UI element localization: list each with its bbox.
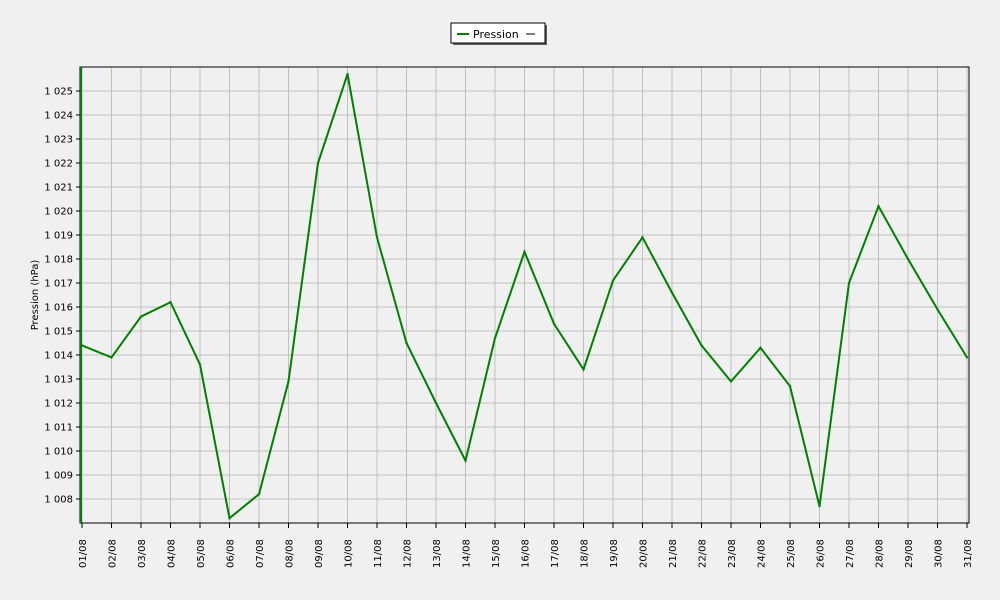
x-tick-label: 01/08 [78, 539, 89, 568]
x-tick-label: 19/08 [609, 539, 620, 568]
data-point [80, 344, 84, 347]
y-tick-label: 1 023 [44, 135, 73, 146]
x-tick-label: 29/08 [904, 539, 915, 568]
x-tick-label: 21/08 [668, 539, 679, 568]
data-point [257, 493, 261, 496]
x-tick-label: 08/08 [285, 539, 296, 568]
y-tick-label: 1 019 [44, 231, 73, 242]
x-tick-label: 16/08 [521, 539, 532, 568]
y-tick-label: 1 012 [44, 399, 73, 410]
x-tick-label: 26/08 [816, 539, 827, 568]
data-point [110, 356, 113, 359]
y-tick-label: 1 008 [44, 495, 73, 506]
series-layer [80, 73, 969, 521]
x-tick-label: 12/08 [403, 539, 414, 568]
legend: Pression [450, 22, 547, 45]
data-point [847, 281, 851, 285]
data-point [788, 385, 792, 388]
x-tick-label: 02/08 [108, 539, 119, 568]
data-point [405, 341, 408, 345]
grid [81, 67, 968, 523]
y-tick-label: 1 009 [44, 471, 73, 482]
data-point [818, 505, 821, 508]
data-point [316, 161, 320, 165]
y-tick-label: 1 015 [44, 327, 73, 338]
x-tick-label: 03/08 [137, 539, 148, 568]
data-point [493, 337, 497, 340]
data-point [965, 356, 969, 359]
data-point [434, 401, 438, 405]
data-point [759, 346, 762, 349]
y-tick-label: 1 025 [44, 87, 73, 98]
x-tick-label: 14/08 [462, 539, 473, 568]
x-tick-label: 20/08 [639, 539, 650, 568]
x-tick-label: 24/08 [757, 539, 768, 568]
y-tick-label: 1 021 [44, 183, 73, 194]
y-axis-ticks: 1 008 1 009 1 010 1 011 1 012 1 013 1 014 1 015… [44, 87, 80, 506]
data-point [198, 363, 202, 366]
y-tick-label: 1 022 [44, 159, 73, 170]
data-point [552, 322, 556, 325]
data-point [169, 301, 172, 304]
y-tick-label: 1 011 [44, 423, 73, 434]
x-tick-label: 15/08 [491, 539, 502, 568]
x-tick-label: 11/08 [373, 539, 384, 568]
x-tick-label: 10/08 [344, 539, 355, 568]
y-tick-label: 1 016 [44, 303, 73, 314]
x-tick-label: 17/08 [550, 539, 561, 568]
data-point [611, 279, 615, 282]
x-tick-label: 13/08 [432, 539, 443, 568]
y-axis-title: Pression (hPa) [30, 260, 41, 331]
y-tick-label: 1 018 [44, 255, 73, 266]
y-tick-label: 1 010 [44, 447, 73, 458]
x-tick-label: 27/08 [845, 539, 856, 568]
x-tick-label: 31/08 [963, 539, 974, 568]
data-point [700, 344, 703, 347]
x-axis-ticks: 01/08 02/08 03/08 04/08 05/08 06/08 07/08 08/08… [78, 523, 974, 568]
x-tick-label: 25/08 [786, 539, 797, 568]
data-point [464, 459, 467, 462]
y-tick-label: 1 024 [44, 111, 73, 122]
x-tick-label: 05/08 [196, 539, 207, 568]
data-point [729, 380, 733, 383]
data-point [877, 205, 880, 208]
legend-series-label: Pression [473, 28, 519, 41]
x-tick-label: 09/08 [314, 539, 325, 568]
x-tick-label: 07/08 [255, 539, 266, 568]
x-tick-label: 28/08 [875, 539, 886, 568]
data-point [641, 236, 644, 239]
x-tick-label: 22/08 [698, 539, 709, 568]
y-tick-label: 1 020 [44, 207, 73, 218]
data-point [375, 236, 379, 239]
y-tick-label: 1 017 [44, 279, 73, 290]
data-point [670, 291, 674, 294]
data-point [582, 368, 585, 371]
data-point [139, 315, 143, 318]
data-point [936, 308, 939, 311]
x-tick-label: 06/08 [226, 539, 237, 568]
data-point [906, 257, 910, 261]
x-tick-label: 18/08 [580, 539, 591, 568]
data-point [523, 250, 526, 253]
data-point [346, 73, 349, 76]
y-tick-label: 1 013 [44, 375, 73, 386]
data-point [228, 517, 231, 520]
x-tick-label: 04/08 [167, 539, 178, 568]
x-tick-label: 30/08 [934, 539, 945, 568]
y-tick-label: 1 014 [44, 351, 73, 362]
data-point [287, 380, 290, 383]
x-tick-label: 23/08 [727, 539, 738, 568]
